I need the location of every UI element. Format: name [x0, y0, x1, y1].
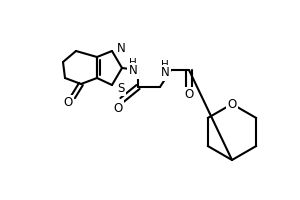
Text: N: N: [117, 42, 126, 54]
Text: O: O: [184, 88, 194, 102]
Text: O: O: [113, 102, 123, 114]
Text: N: N: [160, 66, 169, 79]
Text: O: O: [227, 98, 237, 110]
Text: H: H: [129, 58, 137, 68]
Text: H: H: [161, 60, 169, 70]
Text: S: S: [117, 82, 124, 95]
Text: N: N: [129, 64, 137, 77]
Text: O: O: [63, 97, 73, 110]
